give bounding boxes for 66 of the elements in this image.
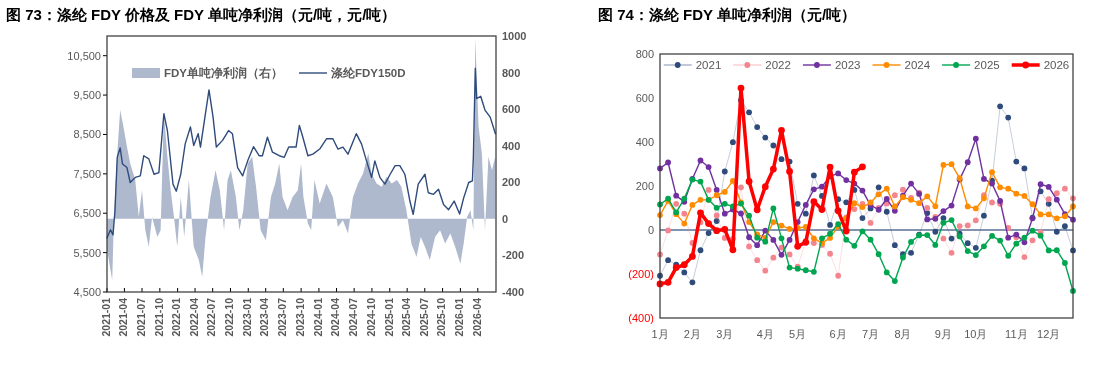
legend-label: 2021: [695, 59, 722, 71]
y2-tick-label: -200: [502, 249, 525, 262]
x-tick-label: 1月: [651, 328, 669, 340]
x-tick-label: 4月: [756, 328, 774, 340]
x-tick-label: 2025-01: [382, 297, 395, 337]
x-tick-label: 3月: [716, 328, 734, 340]
y-tick-label: (200): [628, 268, 654, 280]
y-tick-label: 8,500: [73, 128, 101, 141]
y2-tick-label: 0: [502, 212, 509, 225]
x-tick-label: 9月: [934, 328, 952, 340]
x-tick-label: 2024-01: [311, 297, 324, 337]
x-tick-label: 2023-04: [258, 297, 271, 337]
x-tick-label: 2月: [683, 328, 701, 340]
legend-label: FDY单吨净利润（右）: [164, 66, 283, 80]
chart-title: 图 74：涤纶 FDY 单吨净利润（元/吨）: [598, 6, 857, 23]
x-tick-label: 8月: [894, 328, 912, 340]
x-tick-label: 10月: [964, 328, 988, 340]
y2-tick-label: 400: [502, 139, 521, 152]
x-tick-label: 7月: [861, 328, 880, 340]
legend-label: 2026: [1043, 59, 1070, 71]
y2-tick-label: 200: [502, 176, 521, 189]
x-tick-label: 6月: [829, 328, 847, 340]
legend-label: 2023: [834, 59, 861, 71]
y-tick-label: 9,500: [73, 89, 101, 102]
x-tick-label: 2024-04: [329, 297, 342, 337]
x-tick-label: 2022-04: [187, 297, 200, 337]
y-tick-label: 10,500: [67, 49, 101, 62]
x-tick-label: 2021-10: [152, 297, 165, 337]
y2-tick-label: 800: [502, 66, 521, 79]
y-tick-label: 400: [635, 136, 654, 148]
x-tick-label: 5月: [789, 328, 807, 340]
y-tick-label: 6,500: [73, 207, 101, 220]
x-tick-label: 2024-07: [346, 297, 359, 337]
y2-tick-label: -400: [502, 286, 525, 298]
legend-label: 2025: [974, 59, 1000, 71]
x-tick-label: 2025-07: [417, 297, 430, 337]
x-tick-label: 2025-04: [399, 297, 412, 337]
y-tick-label: (400): [628, 312, 654, 324]
x-tick-label: 2023-01: [241, 297, 254, 337]
chart-title: 图 73：涤纶 FDY 价格及 FDY 单吨净利润（元/吨，元/吨）: [6, 6, 397, 23]
x-tick-label: 2022-10: [223, 297, 236, 337]
x-tick-label: 11月: [1005, 328, 1028, 340]
y-tick-label: 7,500: [73, 167, 101, 180]
x-tick-label: 2021-01: [99, 297, 112, 337]
y-tick-label: 600: [635, 92, 654, 104]
x-tick-label: 2026-04: [470, 297, 483, 337]
legend-label: 2022: [765, 59, 791, 71]
y2-tick-label: 600: [502, 103, 521, 116]
x-tick-label: 2024-10: [364, 297, 377, 337]
x-tick-label: 2023-10: [293, 297, 306, 337]
legend-label: 2024: [904, 59, 931, 71]
y-tick-label: 5,500: [73, 246, 101, 259]
y-tick-label: 4,500: [73, 286, 101, 298]
x-tick-label: 2023-07: [276, 297, 289, 337]
x-tick-label: 2021-07: [134, 297, 147, 337]
y2-tick-label: 1000: [502, 30, 527, 42]
x-tick-label: 2022-01: [170, 297, 183, 337]
x-tick-label: 12月: [1037, 328, 1061, 340]
y-tick-label: 0: [647, 224, 654, 236]
x-tick-label: 2026-01: [453, 297, 466, 337]
x-tick-label: 2025-10: [435, 297, 448, 337]
x-tick-label: 2021-04: [117, 297, 130, 337]
y-tick-label: 200: [635, 180, 654, 192]
x-tick-label: 2022-07: [205, 297, 218, 337]
y-tick-label: 800: [635, 48, 654, 60]
legend-label: 涤纶FDY150D: [330, 67, 406, 79]
